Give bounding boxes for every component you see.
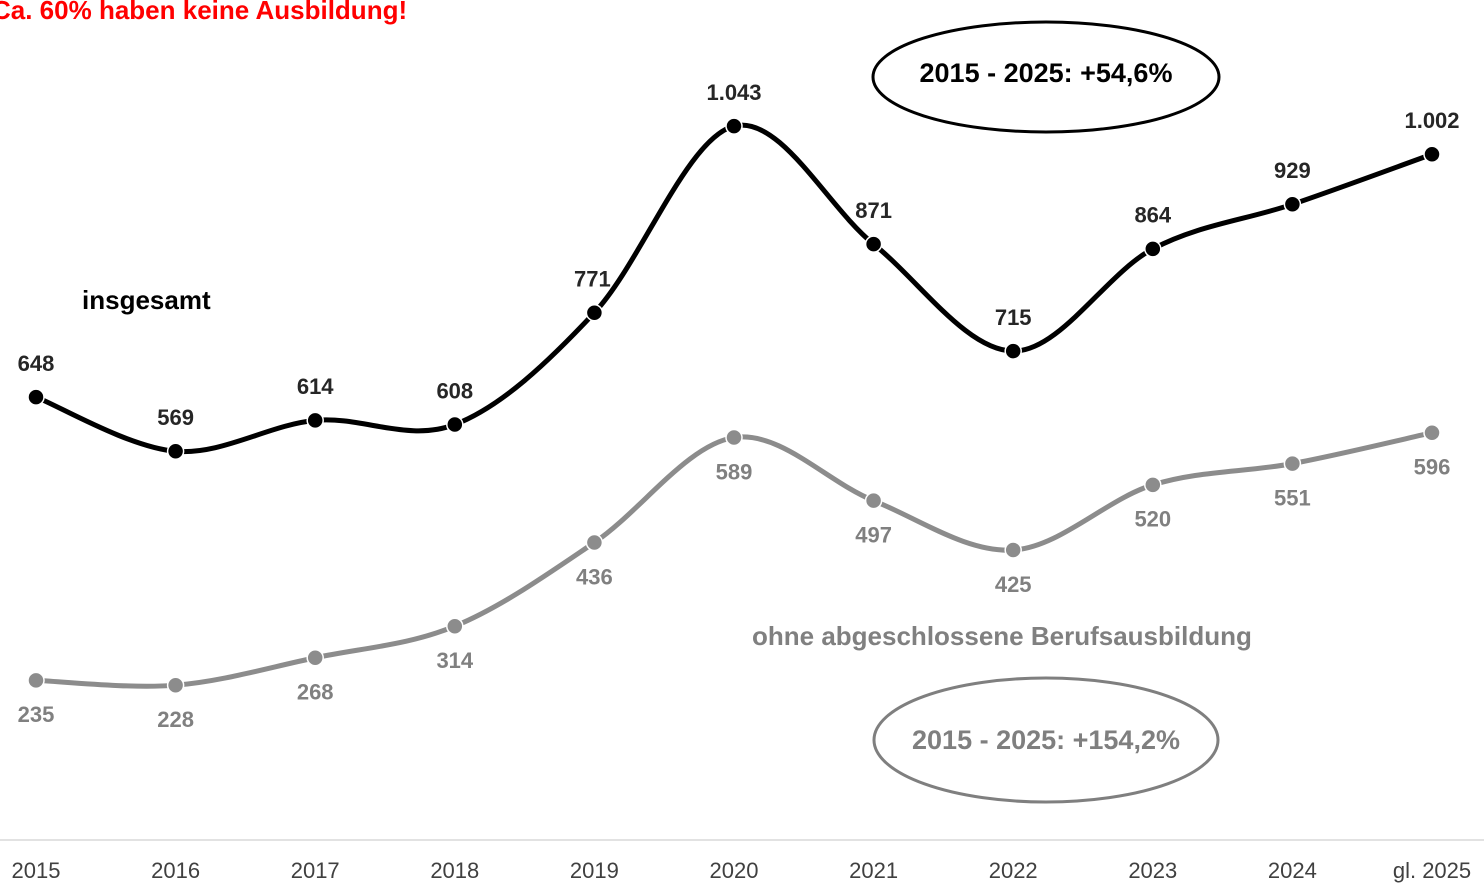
series-label: insgesamt	[82, 285, 211, 315]
point	[864, 491, 883, 510]
x-tick-label: 2018	[430, 858, 479, 883]
data-label: 596	[1414, 455, 1451, 480]
point	[864, 235, 883, 253]
data-label: 268	[297, 680, 334, 705]
x-tick-label: 2024	[1268, 858, 1317, 883]
annotation-ellipse	[871, 20, 1221, 134]
point	[1283, 454, 1302, 473]
data-label: 871	[855, 198, 892, 223]
data-label: 520	[1134, 507, 1171, 532]
data-label: 1.002	[1404, 108, 1459, 133]
annotation-ellipse	[872, 676, 1220, 804]
point	[1004, 541, 1022, 559]
point	[585, 303, 604, 322]
point	[585, 533, 604, 552]
data-label: 771	[574, 267, 611, 292]
data-label: 235	[18, 702, 55, 727]
x-tick-label: 2019	[570, 858, 619, 883]
data-label: 608	[436, 378, 473, 403]
data-label: 497	[855, 522, 892, 547]
point	[1004, 342, 1022, 360]
x-tick-label: gl. 2025	[1393, 858, 1471, 883]
point	[725, 117, 743, 135]
point	[1423, 423, 1441, 442]
x-tick-label: 2022	[989, 858, 1038, 883]
data-label: 436	[576, 564, 613, 589]
x-tick-label: 2021	[849, 858, 898, 883]
point	[166, 676, 185, 694]
point	[1144, 476, 1162, 494]
annotation: 2015 - 2025: +154,2%	[912, 725, 1180, 755]
data-label: 425	[995, 572, 1032, 597]
point	[446, 617, 464, 635]
point	[1283, 195, 1302, 214]
point	[1423, 145, 1441, 163]
chart-title: Ca. 60% haben keine Ausbildung!	[0, 0, 407, 25]
x-tick-label: 2017	[291, 858, 340, 883]
series-label: ohne abgeschlossene Berufsausbildung	[752, 621, 1252, 651]
data-label: 864	[1134, 203, 1171, 228]
point	[1144, 240, 1162, 258]
point	[446, 415, 464, 434]
data-label: 614	[297, 374, 334, 399]
x-tick-label: 2020	[710, 858, 759, 883]
data-label: 929	[1274, 158, 1311, 183]
x-tick-label: 2023	[1128, 858, 1177, 883]
point	[306, 649, 324, 667]
point	[166, 442, 185, 461]
point	[27, 388, 45, 406]
x-tick-label: 2016	[151, 858, 200, 883]
x-tick-label: 2015	[12, 858, 61, 883]
annotation: 2015 - 2025: +54,6%	[920, 58, 1173, 88]
data-label: 589	[716, 459, 753, 484]
data-label: 648	[18, 351, 55, 376]
point	[27, 671, 45, 690]
data-label: 551	[1274, 485, 1311, 510]
data-label: 228	[157, 707, 194, 732]
data-label: 314	[436, 648, 473, 673]
line	[33, 122, 1435, 455]
point	[725, 428, 743, 447]
data-label: 569	[157, 405, 194, 430]
data-label: 715	[995, 305, 1032, 330]
point	[306, 411, 324, 430]
data-label: 1.043	[706, 80, 761, 105]
